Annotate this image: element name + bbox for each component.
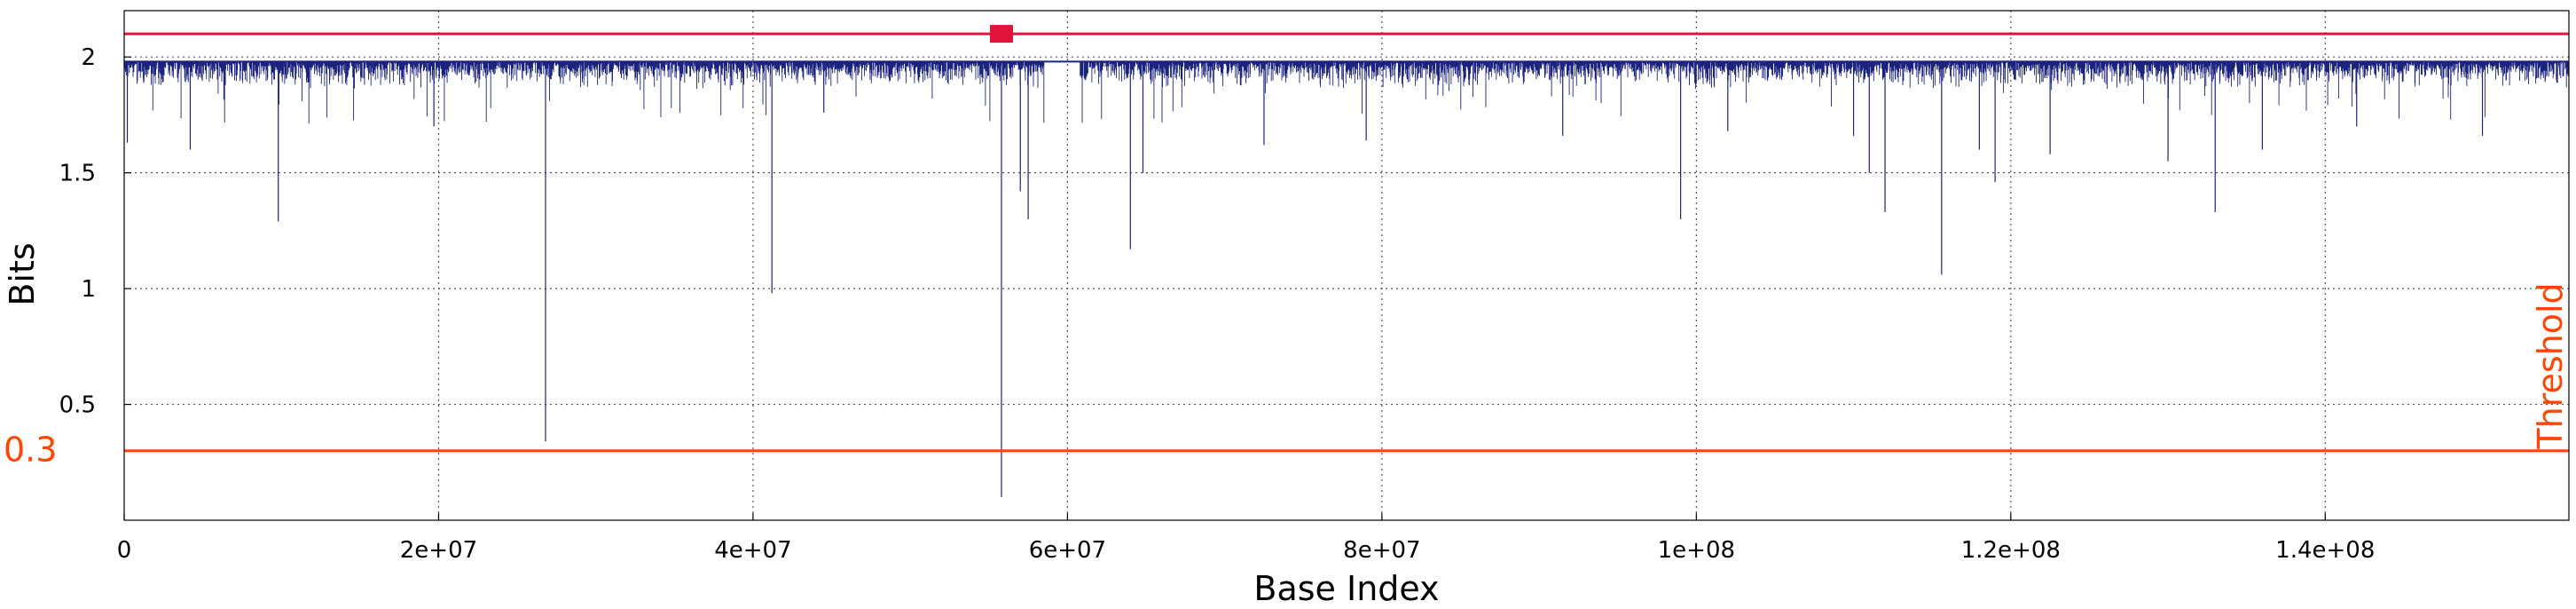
y-tick-label: 1 bbox=[81, 276, 96, 303]
plot-frame bbox=[123, 10, 2570, 521]
y-tick-label: 1.5 bbox=[59, 161, 96, 187]
x-tick-label: 1e+08 bbox=[1658, 537, 1735, 564]
x-tick-label: 4e+07 bbox=[714, 537, 791, 564]
threshold-value-label: 0.3 bbox=[4, 431, 57, 470]
reference-marker bbox=[989, 25, 1013, 44]
series-band bbox=[124, 61, 2570, 124]
x-tick-label: 1.4e+08 bbox=[2275, 537, 2375, 564]
x-tick-label: 1.2e+08 bbox=[1961, 537, 2061, 564]
bits-series bbox=[124, 60, 2570, 497]
reference-lines: 0.3 Threshold bbox=[4, 25, 2570, 470]
x-tick-label: 2e+07 bbox=[400, 537, 477, 564]
threshold-side-label: Threshold bbox=[2531, 282, 2570, 449]
x-tick-label: 6e+07 bbox=[1029, 537, 1106, 564]
x-axis-title: Base Index bbox=[1253, 569, 1439, 608]
x-tick-label: 0 bbox=[117, 537, 132, 564]
y-axis-title: Bits bbox=[3, 242, 42, 305]
y-tick-label: 0.5 bbox=[59, 392, 96, 419]
x-tick-label: 8e+07 bbox=[1343, 537, 1420, 564]
y-tick-label: 2 bbox=[81, 44, 96, 71]
axis-ticks: 0 2e+07 4e+07 6e+07 8e+07 1e+08 1.2e+08 1.4e+08… bbox=[59, 44, 2376, 564]
